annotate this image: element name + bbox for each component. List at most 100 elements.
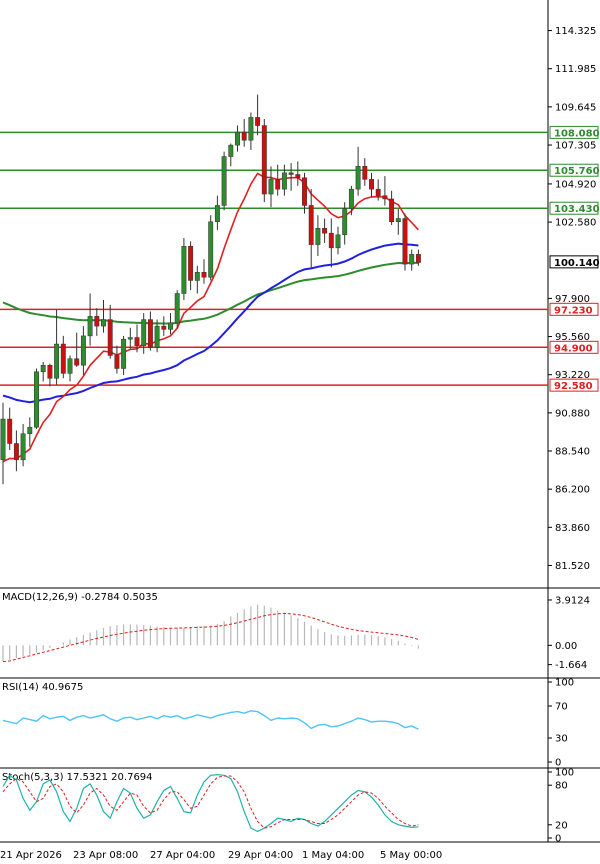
candle-body — [40, 364, 46, 373]
price-tick-label: 81.520 — [555, 561, 590, 572]
price-tick-label: 114.325 — [555, 26, 596, 37]
indicator-tick-label: 3.9124 — [555, 595, 590, 606]
candle-body — [107, 319, 113, 356]
indicator-label: RSI(14) 40.9675 — [2, 682, 83, 693]
level-tag-label: 92.580 — [554, 381, 593, 392]
candle-body — [275, 179, 281, 190]
indicator-tick-label: 100 — [555, 678, 574, 689]
indicator-tick-label: 100 — [555, 768, 574, 779]
time-axis-label: 27 Apr 04:00 — [150, 850, 215, 861]
candle-body — [214, 205, 220, 223]
level-tag-box — [549, 201, 599, 215]
level-tag-label: 108.080 — [554, 128, 600, 139]
indicator-tick-label: 20 — [555, 820, 568, 831]
candle-body — [255, 117, 261, 126]
level-tag-label: 103.430 — [554, 204, 600, 215]
price-tick-label: 111.985 — [555, 64, 596, 75]
stoch-k-line — [2, 773, 419, 833]
current-price-box — [549, 255, 599, 269]
level-tag-label: 105.760 — [554, 166, 600, 177]
indicator-tick-label: 80 — [555, 781, 568, 792]
indicator-tick-label: 0 — [555, 834, 561, 845]
candle-body — [87, 316, 93, 337]
candle-body — [47, 364, 53, 379]
candle-body — [54, 343, 60, 379]
candle-body — [389, 198, 395, 223]
candle-body — [302, 177, 307, 206]
candle-body — [328, 232, 334, 249]
indicator-tick-label: -1.664 — [555, 660, 587, 671]
candle-body — [409, 254, 415, 265]
candle-body — [27, 426, 33, 434]
candle-body — [415, 254, 421, 263]
current-price-label: 100.140 — [554, 258, 600, 269]
time-axis-label: 21 Apr 2026 — [0, 850, 62, 861]
candle-body — [315, 228, 321, 245]
candle-body — [34, 371, 39, 428]
candle-body — [348, 188, 354, 209]
level-tag-label: 94.900 — [554, 343, 593, 354]
level-tag-box — [549, 125, 599, 139]
candle-body — [201, 272, 207, 278]
ma-mid-line — [2, 242, 419, 404]
price-tick-label: 88.540 — [555, 447, 590, 458]
price-tick-label: 90.880 — [555, 408, 590, 419]
ma-slow-line — [2, 261, 419, 325]
candle-body — [114, 355, 120, 369]
price-tick-label: 95.560 — [555, 332, 590, 343]
price-tick-label: 86.200 — [555, 485, 590, 496]
candle-body — [94, 316, 100, 327]
time-axis-label: 5 May 00:00 — [380, 850, 442, 861]
level-tag-box — [549, 302, 599, 316]
candle-body — [402, 218, 408, 265]
level-tag-box — [549, 340, 599, 354]
candle-body — [188, 245, 194, 281]
candle-body — [134, 337, 140, 346]
candle-body — [20, 433, 26, 461]
rsi-line — [2, 710, 419, 730]
price-tick-label: 102.580 — [555, 218, 596, 229]
candle-body — [268, 179, 274, 195]
candle-body — [308, 205, 314, 245]
candle-body — [74, 358, 80, 366]
candle-body — [342, 208, 348, 236]
price-tick-label: 107.305 — [555, 141, 596, 152]
time-axis-label: 1 May 04:00 — [302, 850, 364, 861]
candle-body — [235, 131, 240, 146]
candle-body — [375, 188, 381, 196]
candle-body — [13, 443, 19, 461]
candle-body — [248, 117, 254, 141]
candle-body — [101, 319, 106, 327]
candle-body — [281, 172, 287, 190]
level-tag-box — [549, 378, 599, 392]
level-tag-label: 97.230 — [554, 305, 593, 316]
plot-background — [0, 0, 548, 842]
price-tick-label: 83.860 — [555, 523, 590, 534]
candle-body — [369, 179, 374, 190]
candle-body — [121, 338, 127, 369]
candle-body — [221, 156, 227, 206]
indicator-tick-label: 0 — [555, 758, 561, 769]
macd-signal-line — [2, 612, 419, 663]
candle-body — [322, 228, 328, 234]
candle-body — [362, 166, 368, 180]
indicator-tick-label: 0.00 — [555, 641, 577, 652]
candle-body — [67, 358, 73, 374]
price-tick-label: 97.900 — [555, 294, 590, 305]
candle-body — [161, 325, 167, 330]
candle-body — [261, 125, 267, 195]
candle-body — [395, 218, 401, 223]
price-tick-label: 109.645 — [555, 102, 596, 113]
candle-body — [241, 131, 247, 141]
ma-fast-line — [2, 172, 419, 463]
indicator-label: Stoch(5,3,3) 17.5321 20.7694 — [2, 772, 153, 783]
candle-body — [80, 335, 86, 366]
level-tag-box — [549, 163, 599, 177]
time-axis-label: 29 Apr 04:00 — [228, 850, 293, 861]
candle-body — [228, 144, 234, 157]
time-axis-label: 23 Apr 08:00 — [73, 850, 138, 861]
candle-body — [174, 293, 180, 324]
candle-body — [127, 337, 133, 340]
indicator-tick-label: 70 — [555, 702, 568, 713]
